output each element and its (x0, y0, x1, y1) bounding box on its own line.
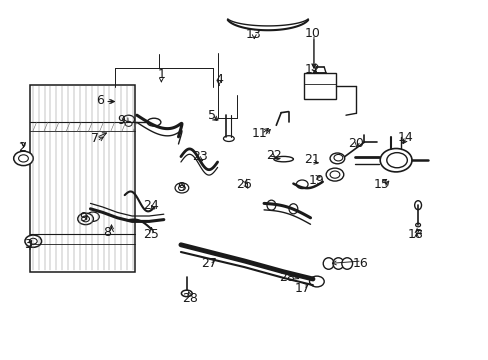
Circle shape (175, 183, 188, 193)
Text: 24: 24 (142, 199, 158, 212)
Text: 11: 11 (251, 127, 266, 140)
Ellipse shape (333, 154, 342, 161)
Circle shape (78, 213, 93, 225)
Text: 7: 7 (91, 132, 99, 145)
Text: 21: 21 (304, 153, 319, 166)
Text: 6: 6 (96, 94, 104, 107)
Ellipse shape (181, 290, 192, 297)
Circle shape (178, 185, 185, 190)
Ellipse shape (414, 201, 421, 210)
Text: 16: 16 (352, 257, 368, 270)
Ellipse shape (380, 148, 411, 172)
Text: 15: 15 (373, 178, 388, 191)
Bar (33, 86, 133, 270)
Circle shape (125, 121, 132, 126)
Text: 2: 2 (18, 141, 26, 154)
Text: 1: 1 (157, 68, 165, 81)
Ellipse shape (329, 153, 344, 164)
Circle shape (329, 171, 339, 178)
Ellipse shape (386, 153, 407, 168)
Circle shape (122, 115, 134, 124)
Ellipse shape (309, 276, 324, 287)
Text: 22: 22 (265, 149, 281, 162)
Text: 20: 20 (347, 137, 363, 150)
Text: 27: 27 (201, 257, 217, 270)
Text: 18: 18 (407, 228, 423, 240)
Circle shape (29, 238, 37, 244)
Text: 28: 28 (279, 271, 295, 284)
Text: 23: 23 (191, 150, 207, 163)
Text: 26: 26 (236, 178, 252, 191)
Text: 13: 13 (245, 28, 261, 41)
Ellipse shape (415, 223, 420, 227)
Text: 4: 4 (215, 73, 223, 86)
Text: 9: 9 (177, 181, 184, 194)
Text: 17: 17 (294, 282, 309, 295)
Circle shape (14, 151, 33, 166)
Text: 25: 25 (142, 228, 158, 240)
Text: 3: 3 (24, 238, 32, 251)
Text: 5: 5 (207, 109, 215, 122)
Ellipse shape (323, 258, 333, 269)
Ellipse shape (341, 258, 352, 269)
Circle shape (86, 212, 99, 221)
Text: 14: 14 (397, 131, 413, 144)
Text: 9: 9 (79, 211, 87, 224)
Text: 19: 19 (308, 174, 324, 186)
Circle shape (81, 216, 89, 222)
Ellipse shape (147, 118, 161, 126)
Ellipse shape (273, 156, 293, 162)
Ellipse shape (223, 136, 234, 141)
Ellipse shape (332, 258, 343, 269)
Ellipse shape (266, 200, 275, 210)
Bar (30, 85, 135, 272)
Text: 8: 8 (103, 226, 111, 239)
Text: 28: 28 (182, 292, 197, 305)
Circle shape (25, 235, 41, 247)
Ellipse shape (288, 204, 297, 214)
Circle shape (325, 168, 343, 181)
Bar (304, 73, 336, 99)
Text: 10: 10 (305, 27, 320, 40)
Circle shape (19, 155, 28, 162)
Text: 9: 9 (117, 114, 125, 127)
Circle shape (296, 180, 307, 189)
Text: 12: 12 (305, 63, 320, 76)
